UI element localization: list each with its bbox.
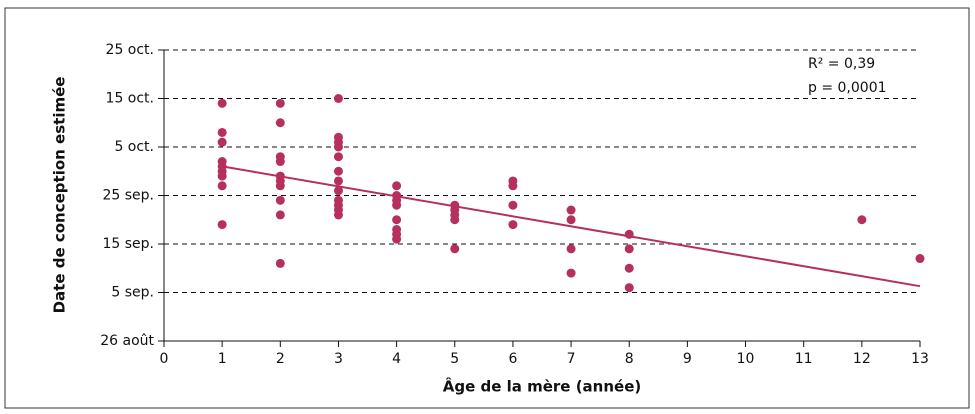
point: [508, 181, 518, 191]
point: [857, 215, 867, 225]
point: [566, 215, 576, 225]
point: [333, 210, 343, 220]
point: [333, 176, 343, 186]
x-tick-label: 8: [625, 351, 634, 367]
point: [275, 210, 285, 220]
point: [275, 258, 285, 268]
point: [333, 94, 343, 103]
x-tick-label: 6: [508, 351, 517, 367]
point: [508, 200, 518, 210]
x-tick-label: 3: [334, 351, 343, 367]
x-tick-label: 9: [683, 351, 692, 367]
point: [566, 268, 576, 278]
point: [450, 244, 460, 254]
point: [217, 181, 227, 191]
x-tick-label: 5: [450, 351, 459, 367]
point: [275, 181, 285, 191]
x-tick-label: 12: [853, 351, 871, 367]
point: [392, 200, 402, 210]
point: [624, 263, 634, 273]
point: [624, 283, 634, 293]
annotation: R² = 0,39: [808, 56, 875, 72]
y-tick-label: 5 sep.: [111, 285, 154, 301]
point: [217, 98, 227, 108]
point: [450, 215, 460, 225]
point: [217, 220, 227, 230]
x-tick-label: 13: [911, 351, 929, 367]
point: [392, 181, 402, 191]
point: [392, 215, 402, 225]
point: [624, 244, 634, 254]
annotation: p = 0,0001: [808, 80, 887, 96]
x-tick-label: 4: [392, 351, 401, 367]
x-axis-label: Âge de la mère (année): [443, 377, 642, 396]
point: [217, 137, 227, 147]
x-tick-label: 10: [737, 351, 755, 367]
x-tick-label: 7: [567, 351, 576, 367]
y-axis-label: Date de conception estimée: [51, 77, 69, 314]
frame: [4, 7, 970, 409]
y-tick-label: 5 oct.: [114, 139, 154, 155]
point: [333, 186, 343, 196]
point: [508, 220, 518, 230]
point: [275, 195, 285, 205]
y-tick-label: 15 sep.: [102, 236, 154, 252]
point: [566, 205, 576, 215]
point: [333, 152, 343, 162]
point: [392, 234, 402, 244]
trend-line: [221, 165, 921, 288]
point: [217, 127, 227, 137]
point: [915, 254, 925, 264]
x-tick-label: 1: [218, 351, 227, 367]
point: [275, 118, 285, 128]
x-tick-label: 2: [276, 351, 285, 367]
y-tick-label: 25 oct.: [106, 42, 154, 58]
point: [624, 229, 634, 239]
point: [566, 244, 576, 254]
point: [217, 171, 227, 181]
x-tick-label: 11: [795, 351, 813, 367]
point: [333, 142, 343, 152]
point: [333, 166, 343, 176]
point: [275, 157, 285, 167]
y-tick-label: 26 août: [100, 333, 154, 349]
y-tick-label: 15 oct.: [106, 91, 154, 107]
y-tick-label: 25 sep.: [102, 188, 154, 204]
x-tick-label: 0: [160, 351, 169, 367]
point: [275, 98, 285, 108]
